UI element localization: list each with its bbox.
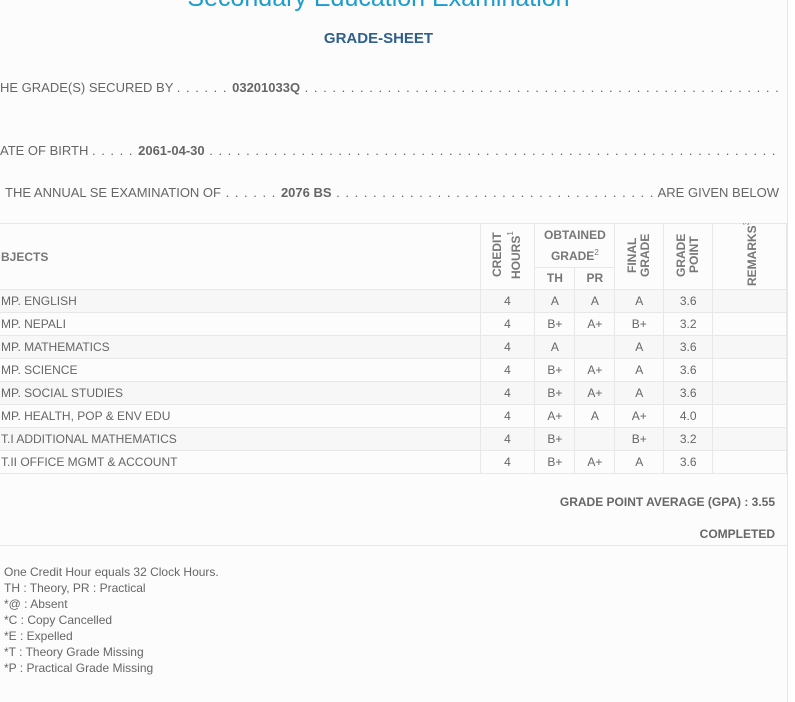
footnote: TH : Theory, PR : Practical [4, 581, 146, 595]
final-grade-cell: A [614, 381, 665, 405]
exam-label: THE ANNUAL SE EXAMINATION OF [5, 185, 221, 200]
footnotes: One Credit Hour equals 32 Clock Hours. T… [0, 564, 787, 676]
remarks-cell [712, 381, 787, 405]
final-grade-cell: A [614, 335, 665, 359]
grade-point-cell: 4.0 [663, 404, 714, 428]
credit-cell: 4 [479, 450, 536, 474]
grade-point-cell: 3.6 [663, 381, 714, 405]
footnote: *C : Copy Cancelled [4, 613, 113, 627]
footnote: *E : Expelled [4, 629, 73, 643]
credit-cell: 4 [479, 358, 536, 382]
symbol-number: 03201033Q [232, 80, 301, 95]
date-of-birth: 2061-04-30 [138, 143, 205, 158]
table-row: MP. MATHEMATICS 4 A A 3.6 [0, 335, 787, 359]
remarks-cell [712, 289, 787, 313]
remarks-cell [712, 427, 787, 451]
footnote: *T : Theory Grade Missing [4, 645, 144, 659]
table-row: MP. NEPALI 4 B+ A+ B+ 3.2 [0, 312, 787, 336]
credit-cell: 4 [479, 404, 536, 428]
footnote: *@ : Absent [4, 597, 68, 611]
th-grade-cell: B+ [534, 312, 576, 336]
secured-label: HE GRADE(S) SECURED BY [0, 80, 174, 95]
credit-cell: 4 [479, 335, 536, 359]
footnote: One Credit Hour equals 32 Clock Hours. [4, 565, 219, 579]
table-row: MP. ENGLISH 4 A A A 3.6 [0, 289, 787, 313]
col-pr: PR [574, 266, 616, 291]
table-row: MP. SOCIAL STUDIES 4 B+ A+ A 3.6 [0, 381, 787, 405]
pr-grade-cell: A+ [574, 381, 616, 405]
grade-sheet-title: GRADE-SHEET [323, 30, 434, 47]
subject-cell: MP. ENGLISH [0, 289, 481, 313]
grade-point-cell: 3.6 [663, 358, 714, 382]
subject-cell: MP. MATHEMATICS [0, 335, 481, 359]
table-row: T.II OFFICE MGMT & ACCOUNT 4 B+ A+ A 3.6 [0, 450, 787, 474]
exam-year: 2076 BS [280, 185, 332, 200]
col-subjects: BJECTS [0, 223, 481, 290]
dob-line: ATE OF BIRTH . . . . . 2061-04-30 . . . … [0, 143, 780, 158]
subject-cell: T.II OFFICE MGMT & ACCOUNT [0, 450, 481, 474]
exam-line: THE ANNUAL SE EXAMINATION OF . . . . . .… [0, 185, 779, 200]
final-grade-cell: A+ [614, 404, 665, 428]
results-section: BJECTS CREDIT HOURS1 OBTAINED GRADE2 FIN… [0, 223, 787, 676]
credit-cell: 4 [479, 427, 536, 451]
col-credit-hours: CREDIT HOURS1 [479, 223, 536, 290]
grade-point-cell: 3.2 [663, 427, 714, 451]
subject-cell: T.I ADDITIONAL MATHEMATICS [0, 427, 481, 451]
credit-cell: 4 [479, 312, 536, 336]
pr-grade-cell: A [574, 289, 616, 313]
remarks-cell [712, 404, 787, 428]
dob-label: ATE OF BIRTH [0, 143, 89, 158]
gpa-value: GRADE POINT AVERAGE (GPA) : 3.55 [559, 495, 775, 509]
pr-grade-cell [574, 427, 616, 451]
final-grade-cell: A [614, 450, 665, 474]
remarks-cell [712, 358, 787, 382]
pr-grade-cell: A [574, 404, 616, 428]
pr-grade-cell: A+ [574, 450, 616, 474]
footnote: *P : Practical Grade Missing [4, 661, 154, 675]
grade-point-cell: 3.6 [663, 450, 714, 474]
subject-cell: MP. SCIENCE [0, 358, 481, 382]
th-grade-cell: A [534, 289, 576, 313]
remarks-cell [712, 312, 787, 336]
pr-grade-cell [574, 335, 616, 359]
col-grade-point: GRADE POINT [663, 223, 714, 290]
table-row: MP. SCIENCE 4 B+ A+ A 3.6 [0, 358, 787, 382]
subject-cell: MP. SOCIAL STUDIES [0, 381, 481, 405]
col-remarks: REMARKS3 [712, 223, 787, 290]
result-status: COMPLETED [699, 527, 775, 541]
th-grade-cell: B+ [534, 427, 576, 451]
table-row: MP. HEALTH, POP & ENV EDU 4 A+ A A+ 4.0 [0, 404, 787, 428]
grade-point-cell: 3.2 [663, 312, 714, 336]
th-grade-cell: A+ [534, 404, 576, 428]
credit-cell: 4 [479, 381, 536, 405]
exam-suffix: ARE GIVEN BELOW [657, 185, 779, 200]
col-obtained-grade: OBTAINED GRADE2 [534, 223, 616, 268]
th-grade-cell: B+ [534, 381, 576, 405]
col-th: TH [534, 266, 576, 291]
subject-cell: MP. HEALTH, POP & ENV EDU [0, 404, 481, 428]
remarks-cell [712, 335, 787, 359]
grade-point-cell: 3.6 [663, 289, 714, 313]
subject-cell: MP. NEPALI [0, 312, 481, 336]
table-row: T.I ADDITIONAL MATHEMATICS 4 B+ B+ 3.2 [0, 427, 787, 451]
final-grade-cell: A [614, 358, 665, 382]
divider [0, 545, 787, 546]
exam-title: Secondary Education Examination [0, 0, 757, 13]
pr-grade-cell: A+ [574, 312, 616, 336]
credit-cell: 4 [479, 289, 536, 313]
final-grade-cell: B+ [614, 312, 665, 336]
th-grade-cell: B+ [534, 450, 576, 474]
grade-point-cell: 3.6 [663, 335, 714, 359]
th-grade-cell: B+ [534, 358, 576, 382]
pr-grade-cell: A+ [574, 358, 616, 382]
final-grade-cell: B+ [614, 427, 665, 451]
col-final-grade: FINAL GRADE [614, 223, 665, 290]
grade-table: BJECTS CREDIT HOURS1 OBTAINED GRADE2 FIN… [0, 223, 787, 474]
final-grade-cell: A [614, 289, 665, 313]
th-grade-cell: A [534, 335, 576, 359]
secured-by-line: HE GRADE(S) SECURED BY . . . . . . 03201… [0, 80, 780, 95]
remarks-cell [712, 450, 787, 474]
